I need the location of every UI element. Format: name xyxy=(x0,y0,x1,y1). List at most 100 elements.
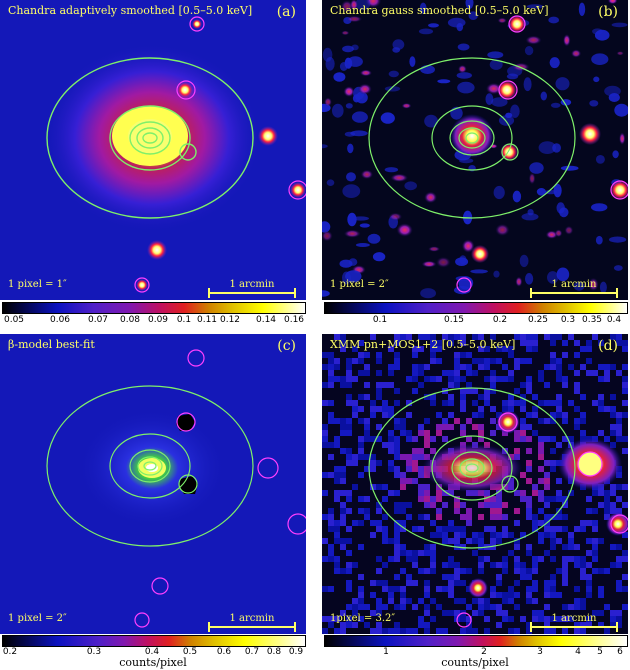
noise-pixel xyxy=(334,526,340,532)
noise-pixel xyxy=(400,568,406,574)
noise-pixel xyxy=(562,628,568,634)
noise-pixel xyxy=(460,514,466,520)
noise-pixel xyxy=(460,598,466,604)
noise-pixel xyxy=(496,514,502,520)
noise-pixel xyxy=(616,616,622,622)
noise-pixel xyxy=(460,544,466,550)
noise-pixel xyxy=(358,472,364,478)
noise-pixel xyxy=(394,388,400,394)
noise-pixel xyxy=(448,370,454,376)
noise-pixel xyxy=(448,334,454,340)
noise-pixel xyxy=(544,514,550,520)
noise-blob xyxy=(548,16,560,24)
noise-blob xyxy=(523,77,532,92)
noise-pixel xyxy=(478,610,484,616)
noise-blob xyxy=(437,79,451,84)
noise-pixel xyxy=(406,334,412,340)
noise-pixel xyxy=(472,550,478,556)
tick: 1 xyxy=(383,647,389,657)
noise-blob xyxy=(390,173,409,182)
scale-bar-label: 1 arcmin xyxy=(551,279,597,290)
noise-pixel xyxy=(562,556,568,562)
noise-pixel xyxy=(328,520,334,526)
noise-pixel xyxy=(412,376,418,382)
noise-pixel xyxy=(622,364,628,370)
noise-pixel xyxy=(358,352,364,358)
noise-pixel xyxy=(562,568,568,574)
noise-pixel xyxy=(526,586,532,592)
noise-pixel xyxy=(364,364,370,370)
noise-pixel xyxy=(604,406,610,412)
noise-pixel xyxy=(448,586,454,592)
noise-pixel xyxy=(448,520,454,526)
noise-pixel xyxy=(514,400,520,406)
noise-pixel xyxy=(514,628,520,634)
noise-pixel xyxy=(616,430,622,436)
scale-bar-line xyxy=(208,288,296,298)
noise-pixel xyxy=(562,496,568,502)
noise-pixel xyxy=(580,568,586,574)
noise-pixel xyxy=(364,514,370,520)
noise-pixel xyxy=(424,586,430,592)
scale-bar-label: 1 arcmin xyxy=(551,613,597,624)
noise-pixel xyxy=(430,334,436,340)
noise-pixel xyxy=(574,424,580,430)
noise-blob xyxy=(457,43,470,51)
noise-blob xyxy=(505,112,513,119)
tick: 0.11 xyxy=(196,315,218,325)
noise-pixel xyxy=(454,382,460,388)
noise-pixel xyxy=(436,490,442,496)
noise-pixel xyxy=(466,382,472,388)
noise-pixel xyxy=(460,394,466,400)
noise-pixel xyxy=(598,490,604,496)
noise-pixel xyxy=(478,568,484,574)
noise-pixel xyxy=(400,598,406,604)
noise-pixel xyxy=(370,610,376,616)
noise-pixel xyxy=(346,448,352,454)
noise-pixel xyxy=(376,394,382,400)
noise-blob xyxy=(392,39,405,50)
noise-pixel xyxy=(400,478,406,484)
noise-pixel xyxy=(460,400,466,406)
noise-pixel xyxy=(364,418,370,424)
noise-pixel xyxy=(418,364,424,370)
noise-pixel xyxy=(514,604,520,610)
noise-pixel xyxy=(382,538,388,544)
colorbar-c-label: counts/pixel xyxy=(119,656,187,669)
noise-pixel xyxy=(508,598,514,604)
noise-pixel xyxy=(418,334,424,340)
noise-pixel xyxy=(346,526,352,532)
noise-pixel xyxy=(514,334,520,340)
noise-pixel xyxy=(424,394,430,400)
noise-pixel xyxy=(544,532,550,538)
noise-pixel xyxy=(460,532,466,538)
noise-blob xyxy=(341,30,350,36)
noise-blob xyxy=(614,103,628,117)
noise-pixel xyxy=(520,358,526,364)
noise-pixel xyxy=(490,562,496,568)
noise-pixel xyxy=(346,562,352,568)
scale-bar-line xyxy=(530,622,618,632)
noise-pixel xyxy=(562,376,568,382)
noise-pixel xyxy=(412,628,418,634)
noise-pixel xyxy=(610,544,616,550)
noise-pixel xyxy=(424,436,430,442)
noise-pixel xyxy=(478,502,484,508)
noise-pixel xyxy=(364,370,370,376)
noise-pixel xyxy=(388,436,394,442)
noise-blob xyxy=(607,0,618,5)
noise-pixel xyxy=(622,556,628,562)
noise-blob xyxy=(347,143,354,154)
noise-blob xyxy=(428,23,439,28)
noise-pixel xyxy=(520,340,526,346)
noise-pixel xyxy=(550,418,556,424)
noise-pixel xyxy=(322,514,328,520)
noise-pixel xyxy=(592,550,598,556)
noise-blob xyxy=(350,0,358,11)
noise-pixel xyxy=(526,574,532,580)
noise-pixel xyxy=(424,502,430,508)
noise-pixel xyxy=(376,370,382,376)
noise-pixel xyxy=(454,508,460,514)
noise-pixel xyxy=(586,562,592,568)
noise-pixel xyxy=(394,466,400,472)
